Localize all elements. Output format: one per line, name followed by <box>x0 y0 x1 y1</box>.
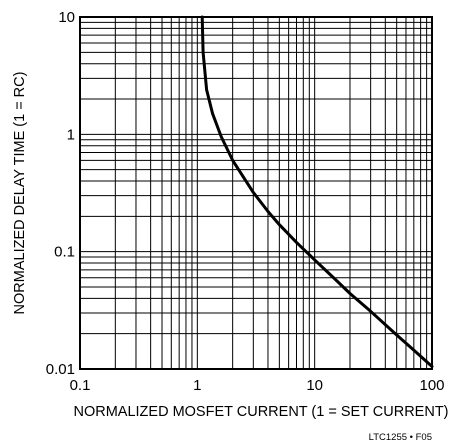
series-line <box>200 15 434 368</box>
x-tick-label: 10 <box>306 377 323 394</box>
grid-lines <box>80 17 432 369</box>
figure-code-label: LTC1255 • F05 <box>369 432 432 443</box>
y-tick-label: 1 <box>67 126 75 143</box>
y-tick-labels: 0.01 0.1 1 10 <box>46 9 75 378</box>
y-tick-label: 0.1 <box>54 244 75 261</box>
x-tick-label: 100 <box>419 377 444 394</box>
y-axis-label: NORMALIZED DELAY TIME (1 = RC) <box>12 72 28 315</box>
plot-frame <box>79 16 433 370</box>
y-tick-label: 10 <box>58 9 75 26</box>
x-tick-label: 1 <box>193 377 201 394</box>
x-tick-label: 0.1 <box>70 377 91 394</box>
x-tick-labels: 0.1 1 10 100 <box>70 377 445 394</box>
x-axis-label: NORMALIZED MOSFET CURRENT (1 = SET CURRE… <box>73 404 448 420</box>
y-tick-label: 0.01 <box>46 361 75 378</box>
